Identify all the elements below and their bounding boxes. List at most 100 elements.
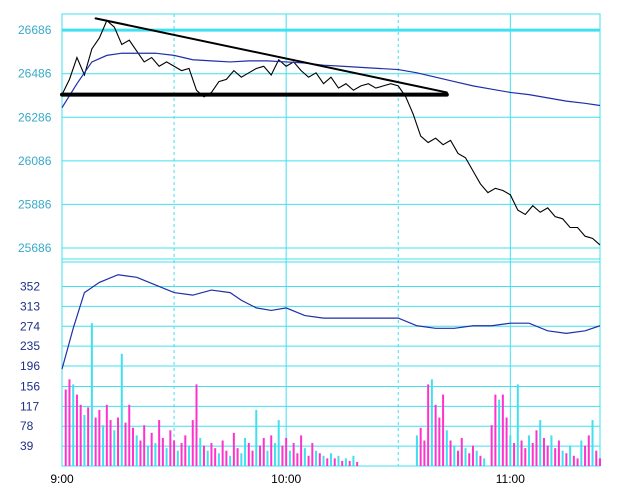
volume-bar [217, 453, 220, 466]
volume-bar [569, 445, 572, 466]
volume-bar [300, 435, 303, 466]
volume-tick-label: 274 [20, 319, 40, 333]
average-price-series-line [61, 52, 601, 108]
volume-bar [501, 394, 504, 466]
volume-bar [210, 443, 213, 466]
volume-bar [184, 435, 187, 466]
volume-bar [165, 448, 168, 466]
volume-bar [255, 409, 258, 466]
price-tick-label: 25686 [18, 241, 52, 255]
volume-bar [520, 440, 523, 466]
volume-bar [221, 440, 224, 466]
volume-tick-label: 196 [20, 359, 40, 373]
volume-bar [262, 437, 265, 466]
volume-bar [98, 409, 101, 466]
volume-bar [475, 450, 478, 466]
price-tick-label: 25886 [18, 197, 52, 211]
volume-bar [445, 430, 448, 466]
volume-bar [457, 450, 460, 466]
volume-bar [591, 420, 594, 466]
volume-bar [311, 443, 314, 466]
volume-bar [232, 432, 235, 466]
volume-bar [83, 415, 86, 466]
volume-bar [139, 440, 142, 466]
price-lines [61, 19, 601, 246]
volume-bar [561, 450, 564, 466]
time-tick-label: 11:00 [496, 472, 525, 486]
volume-bar [64, 389, 67, 466]
volume-bar [102, 425, 105, 466]
volume-bar [176, 450, 179, 466]
volume-tick-label: 156 [20, 379, 40, 393]
volume-bar [199, 437, 202, 466]
volume-bar [498, 399, 501, 466]
volume-bar [225, 450, 228, 466]
volume-bar [322, 455, 325, 466]
volume-bar [344, 458, 347, 466]
volume-bar [75, 394, 78, 466]
volume-bar [468, 453, 471, 466]
volume-bar [516, 384, 519, 466]
volume-bar [449, 440, 452, 466]
price-tick-label: 26486 [18, 67, 52, 81]
volume-tick-label: 39 [20, 439, 34, 453]
volume-bar [333, 458, 336, 466]
volume-bar [572, 455, 575, 466]
volume-bar [453, 445, 456, 466]
volume-bar [505, 417, 508, 466]
volume-bar [188, 445, 191, 466]
volume-bar [158, 420, 161, 466]
volume-bar [169, 430, 172, 466]
annotation-lines [60, 17, 449, 97]
volume-tick-label: 313 [20, 299, 40, 313]
volume-bar [191, 420, 194, 466]
volume-bar [214, 448, 217, 466]
volume-bar [554, 448, 557, 466]
volume-bar [68, 379, 71, 466]
volume-bar [423, 440, 426, 466]
volume-tick-label: 117 [20, 399, 39, 413]
volume-bar [131, 427, 134, 466]
trend-line [94, 17, 448, 94]
volume-bar [348, 460, 351, 466]
volume-bar [509, 435, 512, 466]
volume-bar [72, 384, 75, 466]
volume-bar [244, 437, 247, 466]
price-tick-label: 26286 [18, 110, 52, 124]
volume-bar [202, 445, 205, 466]
volume-bar [490, 425, 493, 466]
price-y-axis: 26686 26486 26286 26086 25886 25686 [18, 23, 52, 255]
volume-bar [337, 455, 340, 466]
volume-bar [143, 425, 146, 466]
volume-bar [315, 450, 318, 466]
volume-bar [599, 458, 601, 466]
volume-bar [307, 455, 310, 466]
volume-average-line [61, 274, 601, 370]
volume-bar [584, 445, 587, 466]
volume-bar [565, 453, 568, 466]
grid-lines [61, 13, 601, 467]
volume-bar [146, 445, 149, 466]
volume-bar [270, 435, 273, 466]
volume-bar [542, 437, 545, 466]
volume-bar [513, 443, 516, 466]
volume-bar [595, 450, 598, 466]
time-x-axis: 9:00 10:00 11:00 [50, 472, 525, 486]
volume-bar [277, 420, 280, 466]
volume-bar [483, 458, 486, 466]
volume-bar [326, 458, 329, 466]
volume-y-axis: 352 313 274 235 196 156 117 78 39 [20, 279, 40, 453]
volume-bar [535, 430, 538, 466]
volume-bar [94, 417, 97, 466]
volume-bar [546, 445, 549, 466]
volume-bar [195, 384, 198, 466]
volume-bar [206, 450, 209, 466]
volume-bars [64, 323, 601, 466]
volume-bar [494, 394, 497, 466]
volume-bar [288, 450, 291, 466]
time-tick-label: 9:00 [50, 472, 74, 486]
volume-bar [281, 445, 284, 466]
volume-bar [247, 443, 250, 466]
volume-bar [524, 448, 527, 466]
